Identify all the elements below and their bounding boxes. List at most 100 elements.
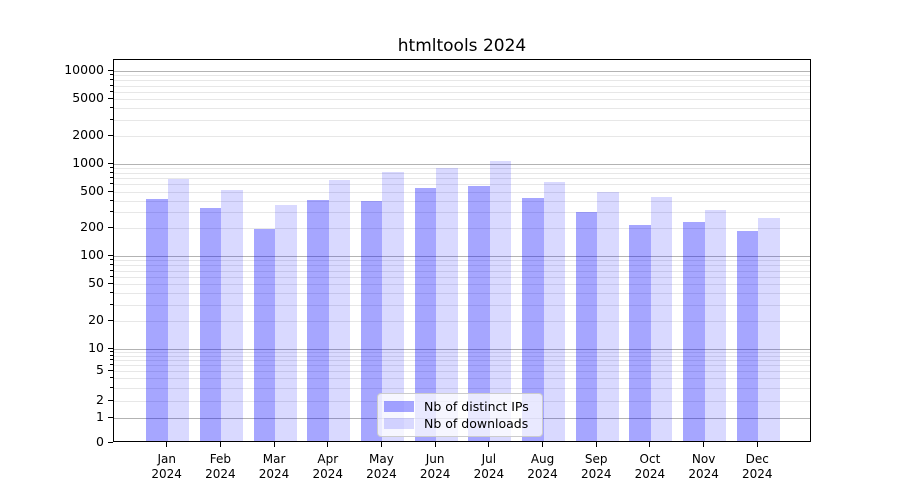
y-tick-label: 10 (88, 339, 104, 355)
x-tick-month: Mar (262, 452, 286, 466)
y-minor-tick-mark (110, 259, 113, 261)
y-minor-tick-mark (110, 79, 113, 81)
minor-gridline (114, 167, 810, 169)
y-minor-tick-mark (110, 166, 113, 168)
x-tick-month: Jul (481, 452, 497, 466)
y-minor-tick-mark (110, 74, 113, 76)
bar-downloads-oct (650, 196, 673, 441)
y-tick-label: 5 (96, 362, 104, 377)
y-minor-tick-mark (110, 107, 113, 108)
y-tick-label: 200 (80, 219, 104, 235)
minor-gridline (114, 365, 810, 367)
x-tick-mark (595, 442, 597, 447)
y-tick-label: 1 (96, 409, 104, 424)
bar-downloads-mar (275, 204, 297, 441)
x-tick-mark (380, 442, 382, 447)
major-gridline (114, 256, 810, 258)
bar-distinct-ips-mar (253, 228, 276, 441)
x-tick-year: 2024 (366, 467, 397, 481)
x-tick-year: 2024 (205, 467, 236, 481)
y-tick-mark (108, 134, 113, 136)
bar-distinct-ips-jul (468, 185, 490, 441)
y-tick-mark (108, 400, 113, 401)
minor-gridline (114, 99, 810, 101)
minor-gridline (114, 191, 810, 193)
y-minor-tick-mark (110, 211, 113, 213)
y-tick-label: 50 (88, 275, 104, 291)
minor-gridline (114, 212, 810, 214)
y-tick-mark (108, 442, 113, 443)
y-tick-label: 10000 (64, 62, 104, 78)
bar-distinct-ips-jun (414, 188, 437, 441)
minor-gridline (114, 119, 810, 121)
bar-distinct-ips-aug (522, 198, 544, 441)
minor-gridline (114, 80, 810, 82)
bar-downloads-jun (436, 168, 458, 441)
x-tick-label: Apr 2024 (298, 452, 358, 482)
legend: Nb of distinct IPs Nb of downloads (377, 393, 543, 437)
x-tick-label: Jul 2024 (459, 452, 519, 482)
legend-label-downloads: Nb of downloads (424, 416, 529, 431)
y-tick-label: 20 (88, 311, 104, 327)
bar-distinct-ips-feb (199, 208, 222, 441)
minor-gridline (114, 184, 810, 186)
x-tick-mark (649, 442, 651, 447)
x-tick-mark (434, 442, 436, 447)
y-tick-mark (108, 347, 113, 349)
y-tick-label: 100 (80, 247, 104, 263)
x-tick-year: 2024 (312, 467, 344, 481)
y-minor-tick-mark (110, 364, 113, 366)
y-tick-mark (108, 283, 113, 285)
y-tick-label: 2 (96, 392, 104, 407)
x-tick-month: Aug (530, 452, 555, 466)
bar-downloads-jul (489, 161, 512, 441)
y-minor-tick-mark (110, 269, 113, 271)
x-tick-mark (166, 442, 168, 447)
x-tick-year: 2024 (580, 467, 612, 481)
x-tick-year: 2024 (419, 467, 451, 481)
y-minor-tick-mark (110, 377, 113, 379)
x-tick-mark (488, 442, 490, 447)
minor-gridline (114, 260, 810, 262)
y-tick-mark (108, 162, 113, 164)
x-tick-label: Mar 2024 (244, 452, 304, 482)
y-minor-tick-mark (110, 90, 113, 92)
x-tick-year: 2024 (527, 467, 558, 481)
x-tick-label: Dec 2024 (727, 452, 787, 482)
y-minor-tick-mark (110, 84, 113, 86)
y-tick-mark (108, 417, 113, 418)
bar-downloads-nov (704, 210, 727, 441)
y-minor-tick-mark (110, 199, 113, 201)
major-gridline (114, 163, 810, 165)
y-tick-label: 1000 (72, 154, 104, 170)
minor-gridline (114, 371, 810, 372)
x-tick-mark (273, 442, 275, 447)
x-tick-mark (542, 442, 544, 447)
x-tick-month: Oct (639, 452, 661, 466)
y-minor-tick-mark (110, 303, 113, 305)
y-minor-tick-mark (110, 177, 113, 179)
minor-gridline (114, 85, 810, 87)
y-tick-mark (108, 227, 113, 229)
minor-gridline (114, 265, 810, 267)
y-tick-label: 0 (96, 434, 104, 449)
y-tick-mark (108, 70, 113, 72)
minor-gridline (114, 200, 810, 202)
x-tick-month: May (369, 452, 394, 466)
y-minor-tick-mark (110, 351, 113, 353)
minor-gridline (114, 276, 810, 278)
minor-gridline (114, 293, 810, 294)
bar-downloads-aug (543, 181, 566, 441)
y-tick-mark (108, 190, 113, 192)
x-tick-month: Sep (584, 452, 608, 466)
x-tick-label: Jan 2024 (137, 452, 197, 482)
legend-item-downloads: Nb of downloads (384, 415, 534, 432)
minor-gridline (114, 108, 810, 109)
plot-area (113, 59, 811, 442)
y-minor-tick-mark (110, 183, 113, 185)
bar-downloads-sep (597, 191, 619, 441)
bar-distinct-ips-oct (629, 224, 651, 441)
y-tick-mark (108, 255, 113, 257)
x-tick-year: 2024 (258, 467, 290, 481)
